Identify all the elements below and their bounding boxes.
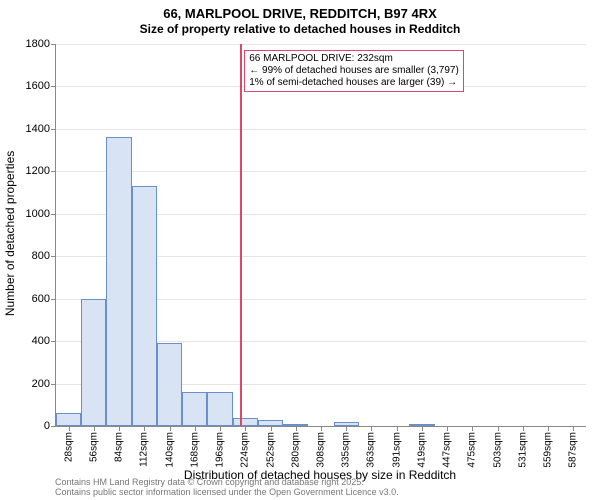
y-tick-mark <box>51 256 56 257</box>
y-tick-label: 1000 <box>26 208 50 220</box>
y-tick-label: 800 <box>32 250 50 262</box>
x-tick-mark <box>548 426 549 431</box>
histogram-bar <box>233 418 258 426</box>
x-tick-mark <box>271 426 272 431</box>
x-tick-mark <box>220 426 221 431</box>
x-tick-label: 587sqm <box>568 432 579 468</box>
x-tick-mark <box>321 426 322 431</box>
y-tick-label: 1400 <box>26 123 50 135</box>
x-tick-label: 140sqm <box>164 432 175 468</box>
x-tick-mark <box>94 426 95 431</box>
chart-container: 66, MARLPOOL DRIVE, REDDITCH, B97 4RX Si… <box>0 0 600 500</box>
histogram-bar <box>106 137 131 426</box>
x-tick-label: 56sqm <box>88 432 99 462</box>
grid-line <box>56 44 586 45</box>
x-tick-label: 475sqm <box>467 432 478 468</box>
x-tick-label: 252sqm <box>265 432 276 468</box>
x-tick-mark <box>346 426 347 431</box>
histogram-bar <box>182 392 207 426</box>
annotation-line: ← 99% of detached houses are smaller (3,… <box>249 65 459 77</box>
x-tick-mark <box>144 426 145 431</box>
x-tick-mark <box>69 426 70 431</box>
x-tick-label: 28sqm <box>63 432 74 462</box>
y-axis-title: Number of detached properties <box>3 85 17 250</box>
x-tick-label: 308sqm <box>316 432 327 468</box>
y-tick-mark <box>51 341 56 342</box>
annotation-line: 66 MARLPOOL DRIVE: 232sqm <box>249 53 459 65</box>
chart-title-line2: Size of property relative to detached ho… <box>0 22 600 36</box>
x-tick-mark <box>296 426 297 431</box>
x-tick-mark <box>245 426 246 431</box>
y-tick-mark <box>51 44 56 45</box>
histogram-bar <box>81 299 106 426</box>
y-tick-mark <box>51 426 56 427</box>
annotation-line: 1% of semi-detached houses are larger (3… <box>249 77 459 89</box>
x-tick-label: 84sqm <box>114 432 125 462</box>
x-tick-label: 112sqm <box>139 432 150 467</box>
y-tick-label: 1600 <box>26 80 50 92</box>
x-tick-label: 224sqm <box>240 432 251 468</box>
x-tick-label: 391sqm <box>391 432 402 468</box>
title-block: 66, MARLPOOL DRIVE, REDDITCH, B97 4RX Si… <box>0 0 600 36</box>
chart-title-line1: 66, MARLPOOL DRIVE, REDDITCH, B97 4RX <box>0 6 600 21</box>
chart-plot-area: 02004006008001000120014001600180028sqm56… <box>55 44 586 427</box>
x-tick-label: 196sqm <box>215 432 226 468</box>
x-tick-mark <box>119 426 120 431</box>
y-tick-label: 1800 <box>26 38 50 50</box>
x-tick-label: 419sqm <box>416 432 427 468</box>
y-tick-label: 400 <box>32 335 50 347</box>
x-tick-label: 363sqm <box>366 432 377 468</box>
annotation-box: 66 MARLPOOL DRIVE: 232sqm← 99% of detach… <box>244 50 464 92</box>
x-tick-label: 559sqm <box>543 432 554 468</box>
y-tick-label: 600 <box>32 293 50 305</box>
x-tick-label: 335sqm <box>341 432 352 468</box>
y-tick-mark <box>51 384 56 385</box>
x-tick-mark <box>447 426 448 431</box>
y-tick-label: 0 <box>44 420 50 432</box>
x-tick-mark <box>523 426 524 431</box>
x-tick-mark <box>170 426 171 431</box>
x-tick-label: 280sqm <box>290 432 301 468</box>
chart-footer: Contains HM Land Registry data © Crown c… <box>55 478 399 498</box>
x-tick-label: 503sqm <box>492 432 503 468</box>
x-tick-label: 531sqm <box>517 432 528 468</box>
y-tick-label: 1200 <box>26 165 50 177</box>
y-tick-label: 200 <box>32 378 50 390</box>
y-tick-mark <box>51 129 56 130</box>
y-tick-mark <box>51 299 56 300</box>
x-tick-label: 168sqm <box>189 432 200 468</box>
histogram-bar <box>56 413 81 426</box>
x-tick-mark <box>195 426 196 431</box>
y-tick-mark <box>51 214 56 215</box>
y-tick-mark <box>51 171 56 172</box>
grid-line <box>56 129 586 130</box>
property-marker-line <box>240 44 242 426</box>
histogram-bar <box>157 343 182 426</box>
grid-line <box>56 171 586 172</box>
x-tick-mark <box>371 426 372 431</box>
x-tick-mark <box>573 426 574 431</box>
x-tick-mark <box>498 426 499 431</box>
y-tick-mark <box>51 86 56 87</box>
x-tick-label: 447sqm <box>442 432 453 468</box>
x-tick-mark <box>472 426 473 431</box>
histogram-bar <box>207 392 232 426</box>
x-tick-mark <box>422 426 423 431</box>
x-tick-mark <box>397 426 398 431</box>
histogram-bar <box>132 186 157 426</box>
footer-line2: Contains public sector information licen… <box>55 488 399 498</box>
